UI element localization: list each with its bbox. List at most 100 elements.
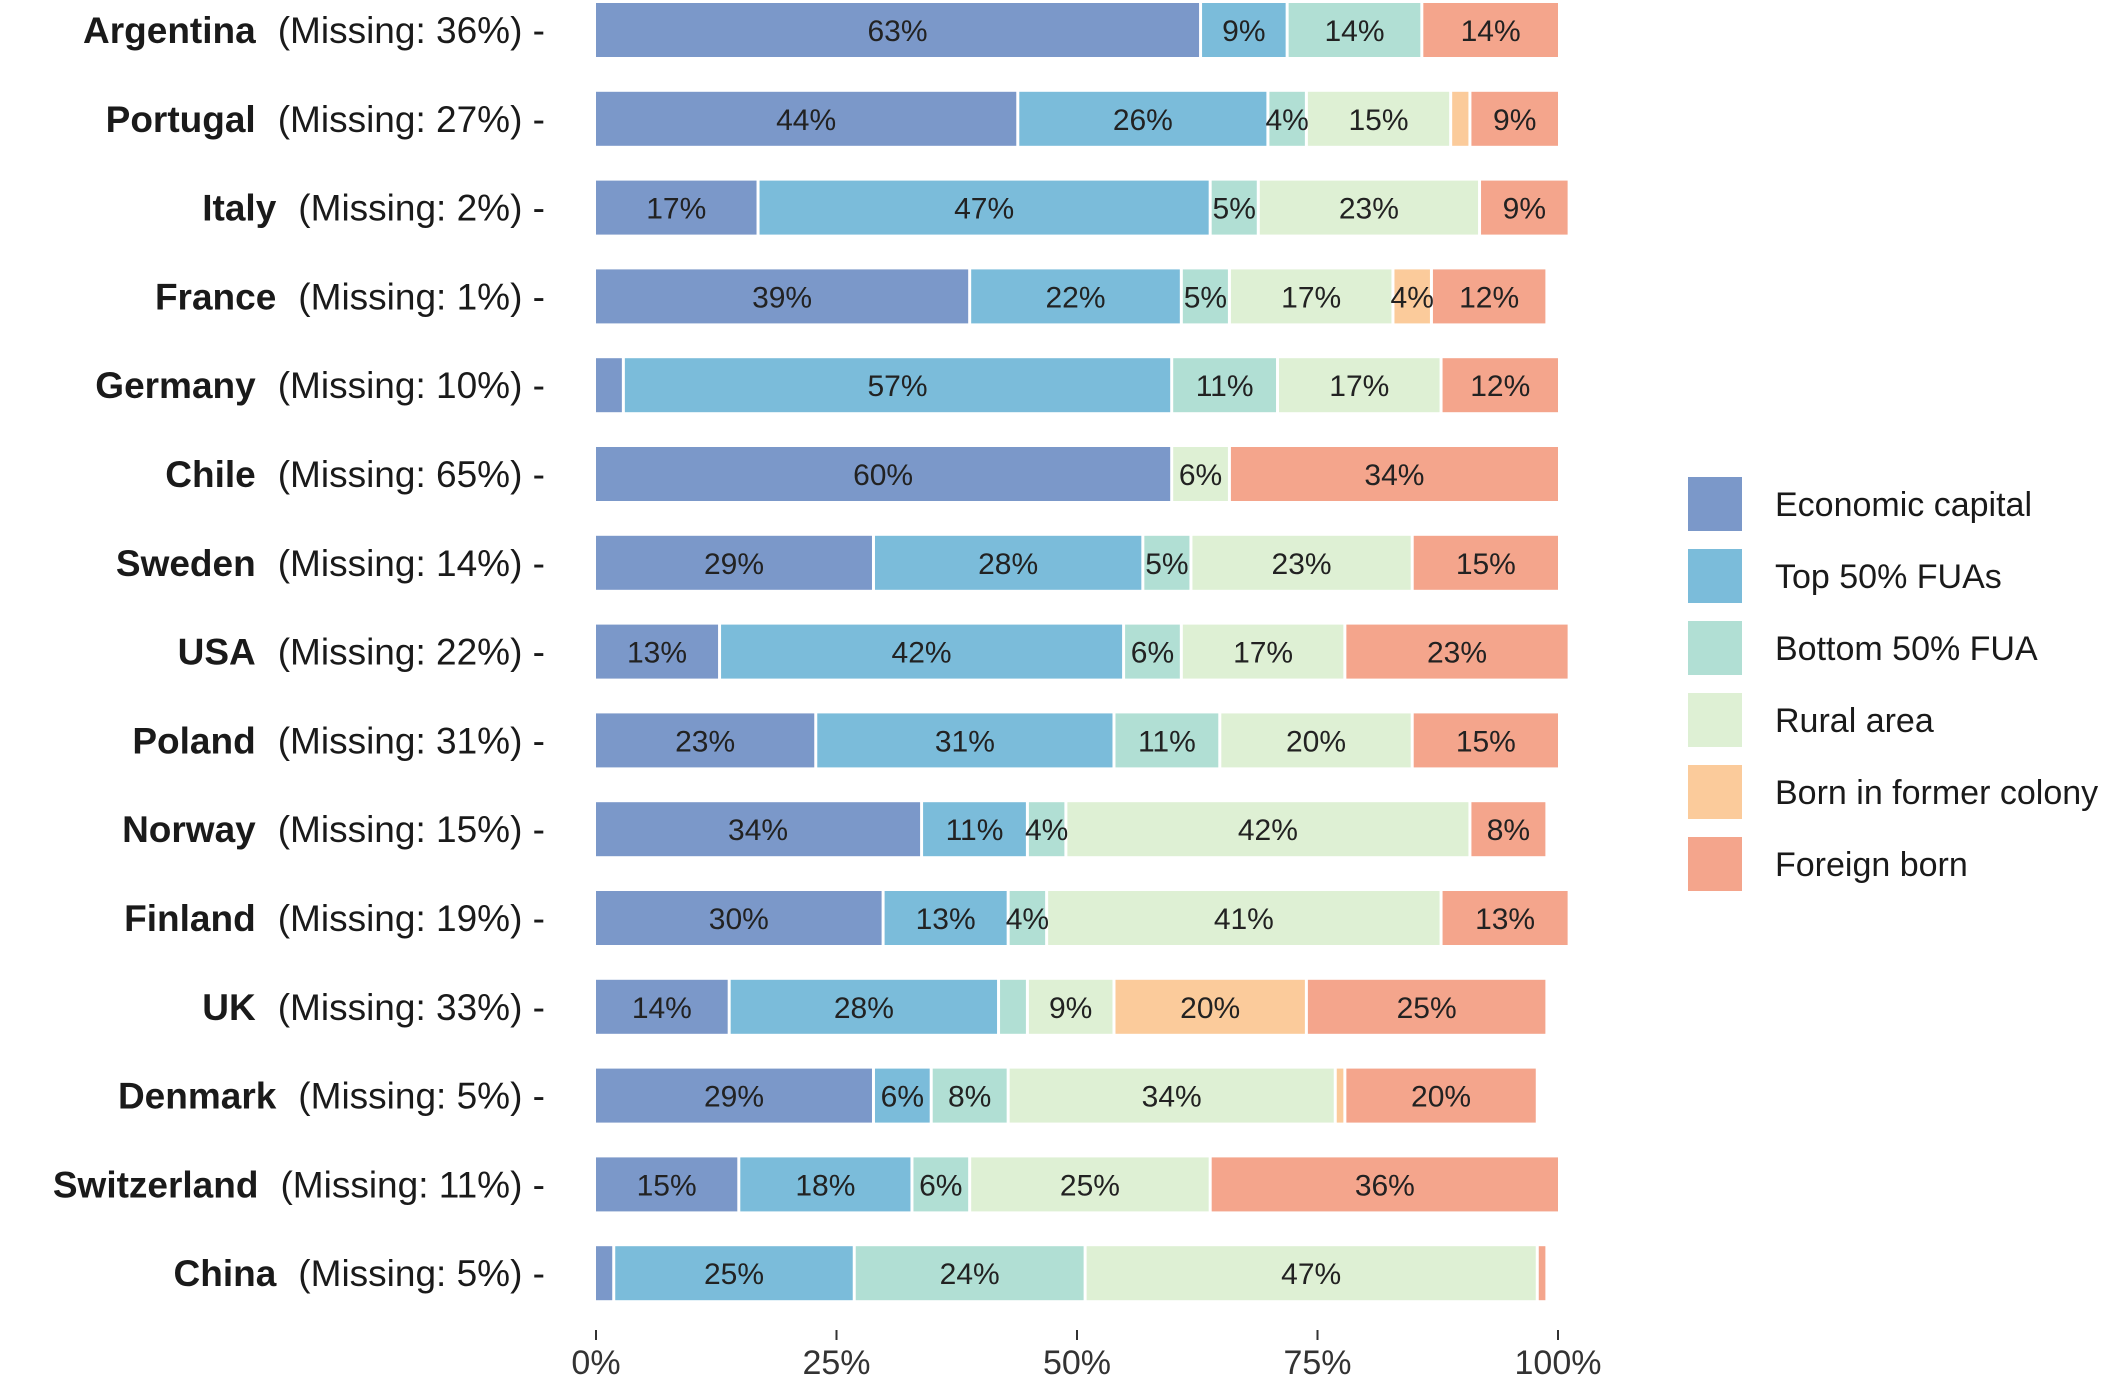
data-label: 29% [704,548,764,581]
missing-label: (Missing: 22%) - [278,632,545,673]
bar-segment [1000,979,1026,1034]
country-name: USA [178,632,256,673]
data-label: 4% [1025,814,1068,847]
bar-segment [596,1246,613,1301]
legend-swatch [1688,837,1742,891]
data-label: 20% [1286,725,1346,758]
bar-segment [596,180,757,235]
bar-segment [596,713,815,768]
bar-segment [596,979,728,1034]
data-label: 17% [646,193,706,226]
data-label: 4% [1006,903,1049,936]
row-label-poland: Poland (Missing: 31%) - [132,720,545,761]
data-label: 25% [704,1258,764,1291]
bar-segment [1125,624,1180,679]
data-label: 24% [940,1258,1000,1291]
data-label: 31% [935,725,995,758]
data-label: 6% [919,1169,962,1202]
country-name: China [174,1253,277,1294]
bar-segment [596,3,1200,57]
data-label: 41% [1214,903,1274,936]
bar-segment [596,91,1017,146]
data-label: 30% [709,903,769,936]
bar-segment [1211,1157,1558,1212]
country-name: UK [202,987,256,1028]
bar-segment [596,358,622,413]
data-label: 23% [675,725,735,758]
bar-segment [740,1157,911,1212]
bar-segment [596,624,719,679]
bar-segment [913,1157,969,1212]
bar-segment [1442,891,1568,945]
missing-label: (Missing: 1%) - [298,276,545,317]
bar-segment [971,269,1180,324]
legend-label: Rural area [1775,702,1934,740]
bar-segment [624,358,1171,413]
bar-segment [1432,269,1546,324]
row-label-china: China (Missing: 5%) - [174,1253,545,1294]
bar-segment [1538,1246,1546,1301]
legend: Economic capital Top 50% FUAs Bottom 50% F… [1688,477,2098,891]
row-label-usa: USA (Missing: 22%) - [178,632,545,673]
data-label: 11% [1196,370,1254,403]
bar-segment [817,713,1113,768]
bar-segment [730,979,998,1034]
bar-segment [596,1068,872,1123]
data-label: 15% [1456,548,1516,581]
country-name: Italy [202,188,276,229]
data-label: 29% [704,1081,764,1114]
bar-segment [1394,269,1430,324]
row-label-chile: Chile (Missing: 65%) - [165,454,545,495]
legend-label: Bottom 50% FUA [1775,630,2038,668]
row-labels-group: Argentina (Missing: 36%) - Portugal (Missin… [53,10,545,1294]
data-label: 11% [1138,725,1196,758]
data-label: 6% [881,1081,924,1114]
bar-segment [1307,979,1546,1034]
data-label: 18% [795,1169,855,1202]
bar-segment [1192,535,1411,590]
data-label: 36% [1355,1169,1415,1202]
missing-label: (Missing: 2%) - [298,188,545,229]
bar-segment [1182,624,1344,679]
row-label-finland: Finland (Missing: 19%) - [124,898,545,939]
data-label: 44% [776,104,836,137]
row-label-denmark: Denmark (Missing: 5%) - [118,1076,545,1117]
missing-label: (Missing: 65%) - [278,454,545,495]
bar-segment [971,1157,1209,1212]
missing-label: (Missing: 36%) - [278,10,545,51]
data-label: 6% [1131,637,1174,670]
bar-segment [1009,891,1046,945]
data-label: 20% [1411,1081,1471,1114]
data-label: 23% [1272,548,1332,581]
bar-segment [1028,979,1113,1034]
country-name: Portugal [106,99,256,140]
data-label: 60% [853,459,913,492]
missing-label: (Missing: 15%) - [278,809,545,850]
data-label: 13% [916,903,976,936]
data-label: 17% [1233,637,1293,670]
bar-segment [596,891,882,945]
country-name: Chile [165,454,255,495]
bar-segment [596,269,969,324]
missing-label: (Missing: 5%) - [298,1253,545,1294]
legend-swatch [1688,621,1742,675]
row-label-portugal: Portugal (Missing: 27%) - [106,99,545,140]
data-label: 47% [954,193,1014,226]
data-label: 14% [632,992,692,1025]
data-label: 28% [834,992,894,1025]
data-label: 5% [1184,281,1227,314]
bar-segment [1230,447,1558,501]
missing-label: (Missing: 19%) - [278,898,545,939]
bar-segment [721,624,1123,679]
data-label: 8% [1487,814,1530,847]
bar-segment [1028,802,1065,857]
data-label: 13% [1475,903,1535,936]
x-axis: 0% 25% 50% 75% 100% [571,1330,1601,1382]
bar-segment [1471,91,1558,146]
country-name: Germany [95,365,256,406]
legend-swatch [1688,765,1742,819]
bar-segment [1423,3,1558,57]
bar-segment [1048,891,1440,945]
data-label: 23% [1427,637,1487,670]
data-label: 25% [1397,992,1457,1025]
